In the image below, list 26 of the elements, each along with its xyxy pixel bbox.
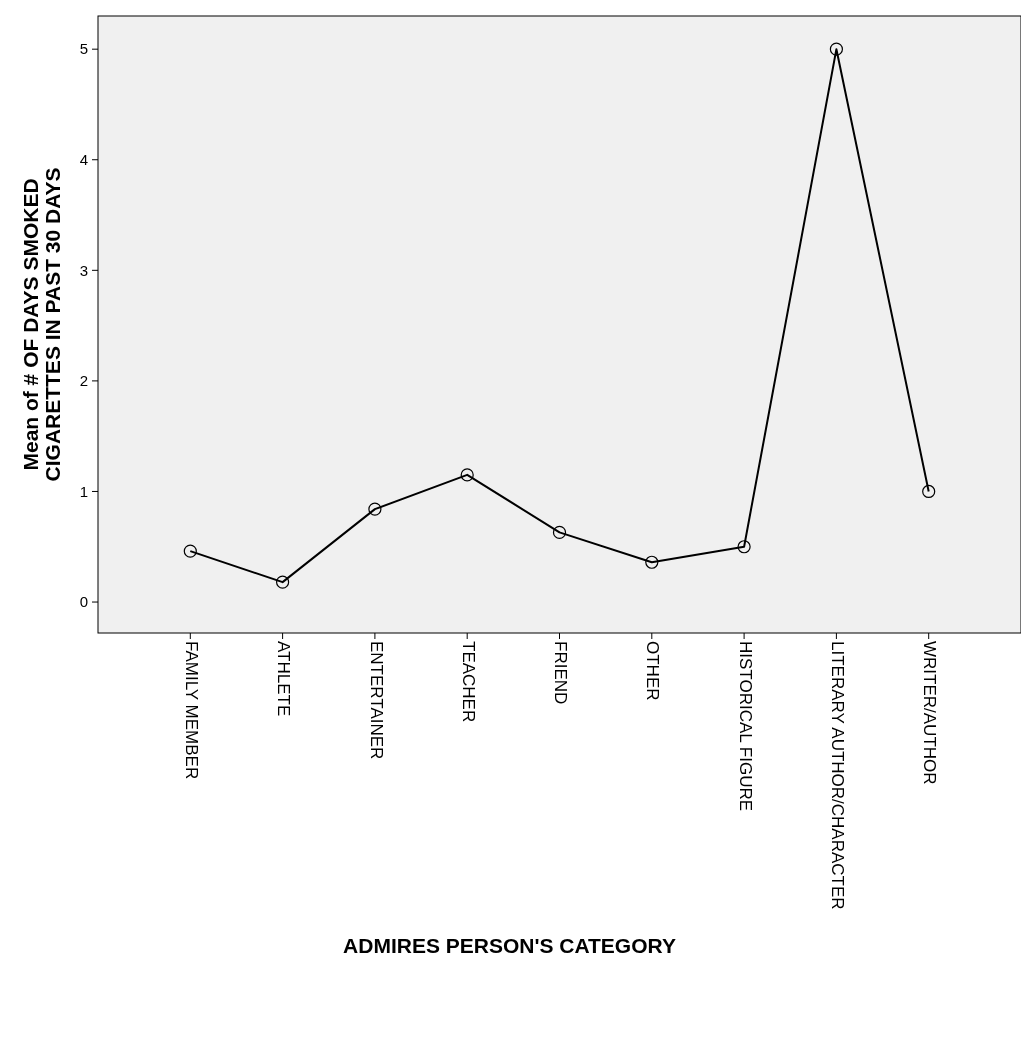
y-tick-label: 2 <box>79 372 88 390</box>
y-tick-label: 4 <box>79 151 88 168</box>
x-tick-label: OTHER <box>643 641 663 701</box>
point <box>922 484 936 499</box>
x-tick-label: HISTORICAL FIGURE <box>735 641 755 812</box>
x-tick-label: FAMILY MEMBER <box>182 641 201 780</box>
y-tick-label: 1 <box>79 482 88 500</box>
x-tick-label: LITERARY AUTHOR/CHARACTER <box>828 641 848 910</box>
point <box>368 502 382 516</box>
x-tick-label: ATHLETE <box>274 641 294 717</box>
point <box>737 540 751 554</box>
x-tick-label: FRIEND <box>551 641 571 705</box>
point <box>645 555 659 569</box>
y-tick-label: 5 <box>79 40 88 58</box>
y-tick-label: 3 <box>79 261 88 279</box>
y-axis-title: Mean of # OF DAYS SMOKED CIGARETTES IN PAST 30 DAYS <box>19 167 64 482</box>
y-tick-label: 0 <box>79 593 88 611</box>
point <box>183 544 197 558</box>
x-axis-title: ADMIRES PERSON'S CATEGORY <box>343 934 676 957</box>
x-tick-label: ENTERTAINER <box>366 641 386 760</box>
point <box>276 575 290 589</box>
point <box>829 42 843 56</box>
x-tick-label: TEACHER <box>458 641 478 723</box>
point <box>552 525 567 539</box>
point <box>460 468 474 482</box>
x-tick-label: WRITER/AUTHOR <box>920 641 940 785</box>
